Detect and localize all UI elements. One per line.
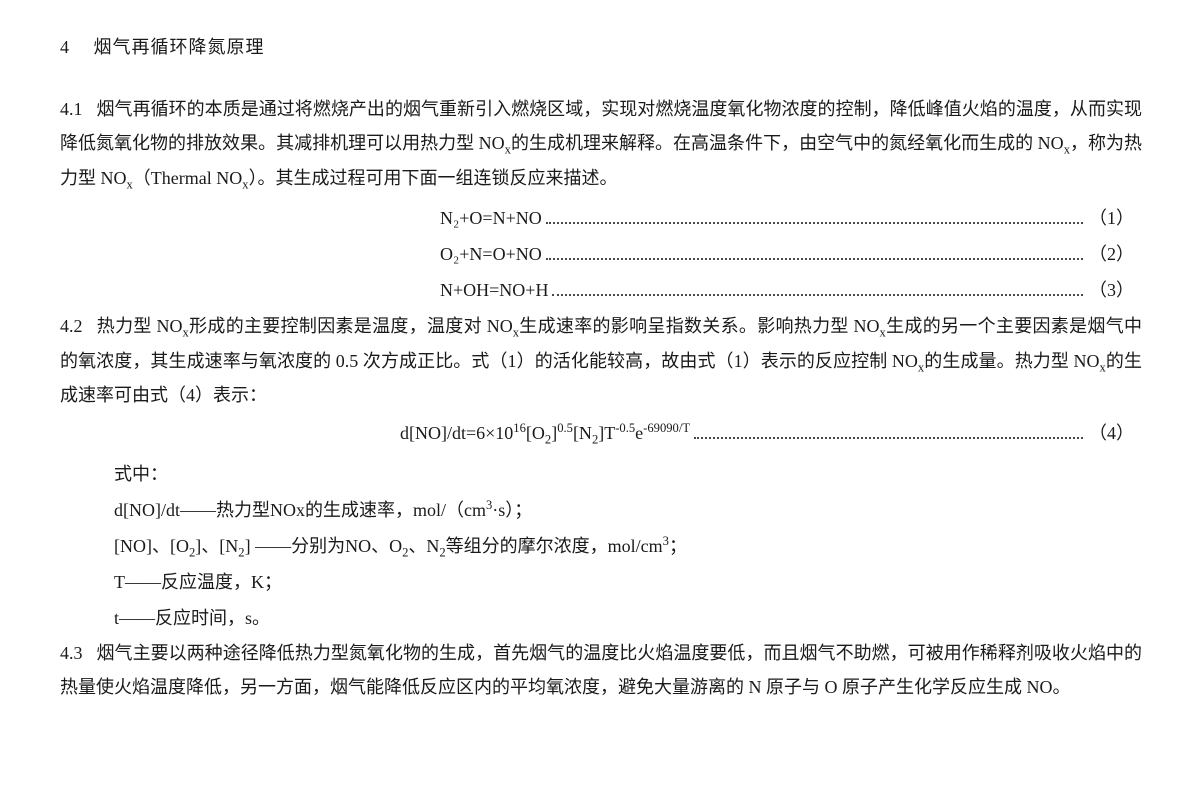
superscript: 16 [513, 421, 526, 435]
eq-text: e [635, 423, 643, 443]
where-line-2: [NO]、[O2]、[N2] ——分别为NO、O2、N2等组分的摩尔浓度，mol… [114, 528, 1142, 564]
eq-dots [546, 246, 1083, 260]
superscript: -69090/T [643, 421, 690, 435]
eq-dots [694, 424, 1083, 438]
eq-text: [N [573, 423, 592, 443]
text: 的生成机理来解释。在高温条件下，由空气中的氮经氧化而生成的 NO [511, 133, 1064, 153]
eq-number: （3） [1089, 273, 1142, 307]
eq-number: （1） [1089, 201, 1142, 235]
heading-number: 4 [60, 37, 70, 57]
eq-number: （2） [1089, 237, 1142, 271]
text: 的生成量。热力型 NO [924, 351, 1099, 371]
text: ·s）； [492, 500, 532, 520]
eq-body: N+OH=NO+H [440, 273, 548, 307]
eq-dots [546, 209, 1083, 223]
paragraph-4-3: 4.3烟气主要以两种途径降低热力型氮氧化物的生成，首先烟气的温度比火焰温度要低，… [60, 636, 1142, 704]
section-heading: 4 烟气再循环降氮原理 [60, 30, 1142, 64]
eq-body: d[NO]/dt=6×1016[O2]0.5[N2]T-0.5e-69090/T [400, 416, 690, 450]
superscript: -0.5 [615, 421, 635, 435]
equations-block: N₂+O=N+NO （1） O₂+N=O+NO （2） N+OH=NO+H （3… [60, 201, 1142, 308]
eq-body: N₂+O=N+NO [440, 201, 542, 235]
text: （Thermal NO [133, 168, 242, 188]
paragraph-4-2: 4.2热力型 NOx形成的主要控制因素是温度，温度对 NOx生成速率的影响呈指数… [60, 309, 1142, 412]
paragraph-4-1: 4.1烟气再循环的本质是通过将燃烧产出的烟气重新引入燃烧区域，实现对燃烧温度氧化… [60, 92, 1142, 195]
text: ）。其生成过程可用下面一组连锁反应来描述。 [249, 168, 618, 188]
where-label: 式中： [114, 456, 1142, 492]
text: 烟气主要以两种途径降低热力型氮氧化物的生成，首先烟气的温度比火焰温度要低，而且烟… [60, 643, 1142, 697]
equation-2: O₂+N=O+NO （2） [60, 237, 1142, 271]
equation-3: N+OH=NO+H （3） [60, 273, 1142, 307]
superscript: 0.5 [557, 421, 573, 435]
eq-text: [O [526, 423, 545, 443]
text: 形成的主要控制因素是温度，温度对 NO [189, 316, 513, 336]
eq-number: （4） [1089, 416, 1142, 450]
equation-4: d[NO]/dt=6×1016[O2]0.5[N2]T-0.5e-69090/T… [60, 416, 1142, 450]
equation-1: N₂+O=N+NO （1） [60, 201, 1142, 235]
text: ] ——分别为NO、O [245, 536, 403, 556]
text: 热力型 NO [97, 316, 183, 336]
para-number: 4.2 [60, 316, 83, 336]
text: ； [669, 536, 687, 556]
eq-dots [552, 282, 1083, 296]
where-line-3: T——反应温度，K； [114, 564, 1142, 600]
para-number: 4.3 [60, 643, 83, 663]
where-line-1: d[NO]/dt——热力型NOx的生成速率，mol/（cm3·s）； [114, 492, 1142, 528]
where-line-4: t——反应时间，s。 [114, 600, 1142, 636]
eq-text: ]T [598, 423, 615, 443]
para-number: 4.1 [60, 99, 83, 119]
eq-text: d[NO]/dt=6×10 [400, 423, 513, 443]
text: 、N [408, 536, 439, 556]
eq-body: O₂+N=O+NO [440, 237, 542, 271]
text: 等组分的摩尔浓度，mol/cm [446, 536, 663, 556]
where-block: 式中： d[NO]/dt——热力型NOx的生成速率，mol/（cm3·s）； [… [114, 456, 1142, 636]
heading-title: 烟气再循环降氮原理 [94, 37, 265, 57]
text: 生成速率的影响呈指数关系。影响热力型 NO [519, 316, 880, 336]
text: d[NO]/dt——热力型NOx的生成速率，mol/（cm [114, 500, 486, 520]
text: ]、[N [195, 536, 238, 556]
text: [NO]、[O [114, 536, 189, 556]
